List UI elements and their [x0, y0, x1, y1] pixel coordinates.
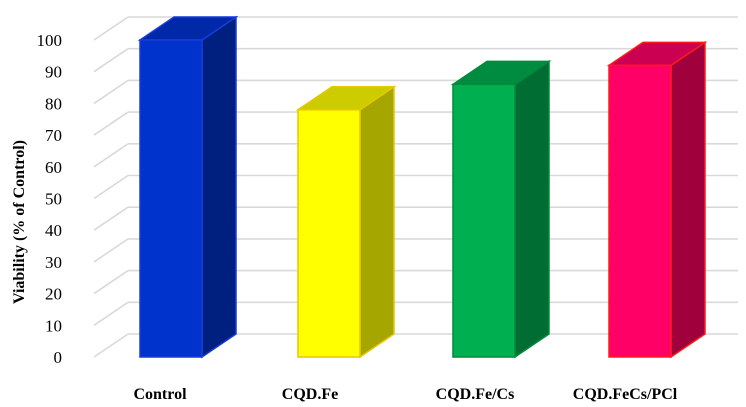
gridline-diag [93, 174, 129, 200]
bar [450, 59, 552, 359]
gridline-diag [93, 111, 129, 136]
y-tick-label: 30 [45, 253, 62, 272]
gridline-diag [93, 333, 129, 358]
bar-front [452, 83, 516, 358]
gridline-diag [93, 16, 129, 41]
bar-side [359, 85, 395, 359]
gridline-diag [93, 238, 129, 263]
y-axis-title: Viability (% of Control) [11, 140, 28, 304]
category-label: CQD.Fe/Cs [436, 386, 515, 403]
gridline-diag [93, 269, 129, 295]
bar-side [670, 40, 706, 359]
y-tick-label: 80 [45, 94, 62, 113]
y-tick-label: 90 [45, 63, 62, 82]
category-label: Control [133, 386, 187, 403]
gridline-diag [93, 79, 129, 105]
gridline-diag [93, 48, 129, 73]
y-tick-label: 10 [45, 316, 62, 335]
category-labels: Control CQD.Fe CQD.Fe/Cs CQD.FeCs/PCl [133, 386, 677, 403]
category-label: CQD.Fe [282, 386, 338, 403]
bar-front [139, 39, 203, 358]
y-tick-label: 70 [45, 126, 62, 145]
gridline-diag [93, 143, 129, 168]
category-label: CQD.FeCs/PCl [573, 386, 678, 403]
bar-side [201, 15, 237, 359]
y-tick-label: 50 [45, 190, 62, 209]
y-tick-label: 0 [54, 348, 63, 367]
y-tick-label: 20 [45, 285, 62, 304]
bar-front [297, 108, 361, 358]
gridline-diag [93, 206, 129, 231]
y-tick-label: 60 [45, 158, 62, 177]
y-tick-label: 100 [37, 31, 63, 50]
bar [295, 85, 397, 359]
bar-front [608, 64, 672, 358]
bar [606, 40, 708, 359]
bar [137, 15, 239, 359]
y-tick-labels: 0 10 20 30 40 50 60 70 80 90 100 [37, 31, 63, 367]
bar-side [514, 59, 550, 359]
y-tick-label: 40 [45, 221, 62, 240]
gridline-diag [93, 301, 129, 326]
bar-layer [137, 15, 708, 359]
